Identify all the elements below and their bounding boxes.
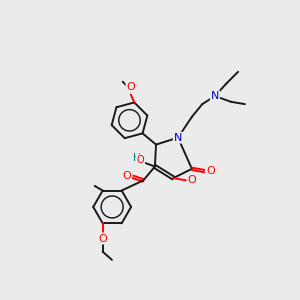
Text: O: O (188, 176, 196, 185)
Text: O: O (206, 166, 215, 176)
Text: O: O (137, 155, 144, 165)
Text: O: O (122, 171, 131, 181)
Text: N: N (211, 91, 219, 101)
Text: H: H (133, 153, 140, 164)
Text: O: O (126, 82, 135, 92)
Text: N: N (174, 133, 182, 142)
Text: O: O (98, 234, 107, 244)
